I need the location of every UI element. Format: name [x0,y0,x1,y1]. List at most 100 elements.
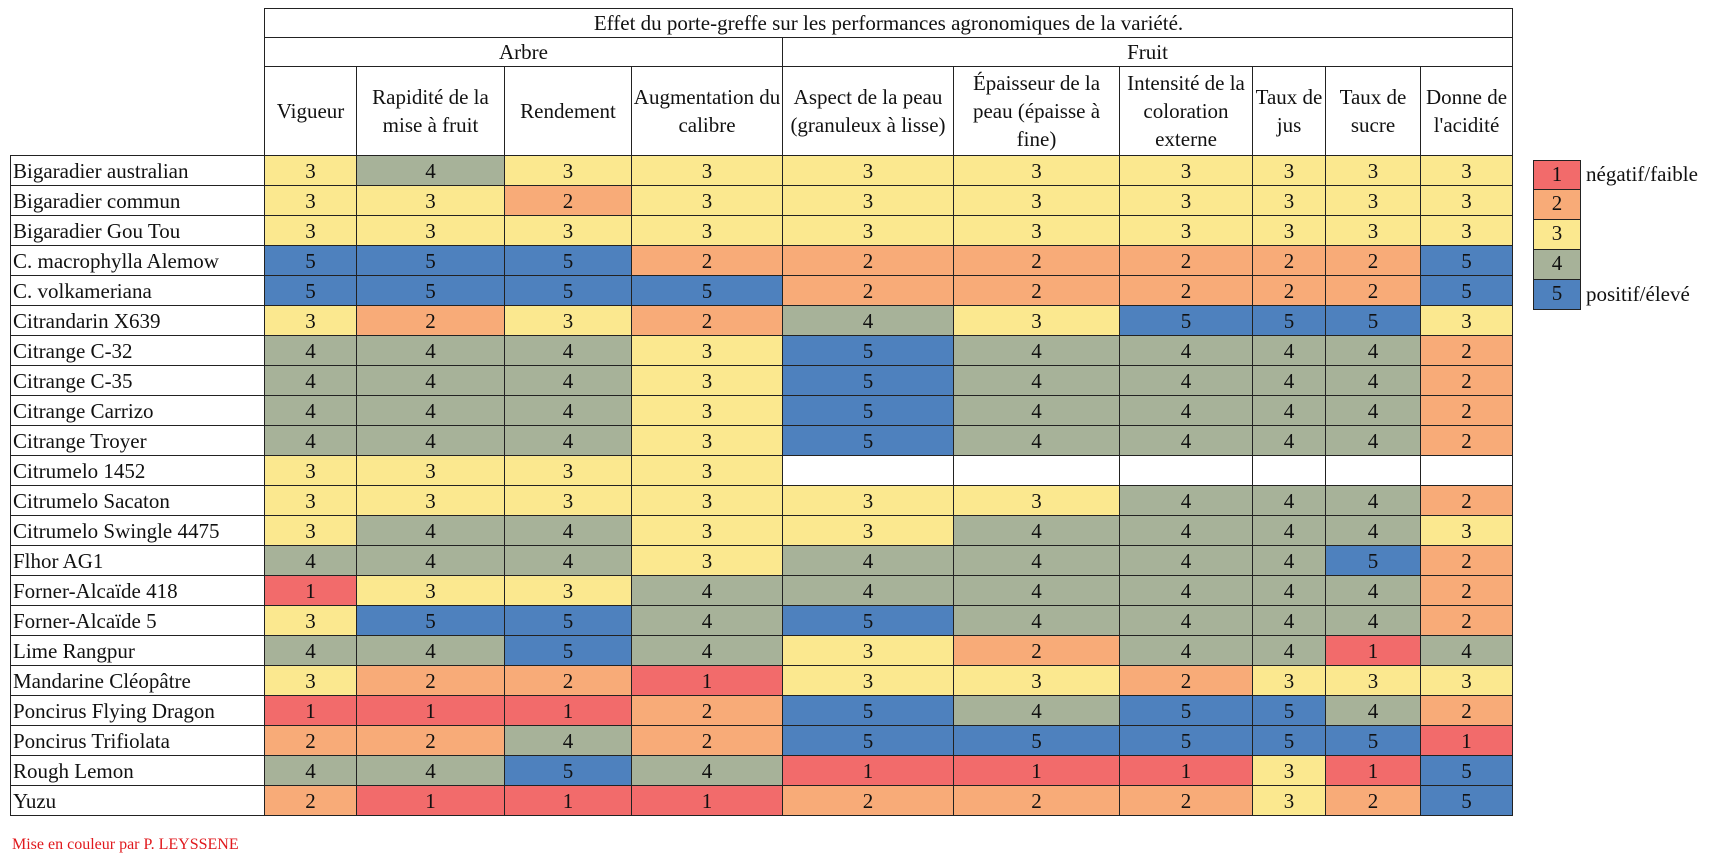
score-cell: 2 [356,305,505,336]
table-body: Bigaradier australian 3 4 3 3 3 3 3 3 3 3 Bigaradie… [10,155,1513,816]
score-cell: 3 [1252,155,1326,186]
score-cell: 4 [1119,515,1253,546]
score-cell: 2 [1420,485,1513,516]
score-cell: 5 [1420,755,1513,786]
score-cell: 2 [953,275,1120,306]
score-cell: 4 [953,425,1120,456]
score-cell: 3 [1252,185,1326,216]
score-cell: 4 [1119,605,1253,636]
score-cell: 3 [631,455,783,486]
score-cell: 3 [264,215,357,246]
score-cell: 4 [356,515,505,546]
score-cell: 3 [504,155,632,186]
score-cell: 3 [953,215,1120,246]
score-cell: 5 [264,275,357,306]
score-cell: 5 [504,275,632,306]
score-cell: 3 [782,485,954,516]
score-cell: 2 [1119,245,1253,276]
score-cell: 5 [782,695,954,726]
score-cell: 4 [1252,365,1326,396]
rootstock-name: Rough Lemon [10,755,265,786]
score-cell: 4 [264,635,357,666]
score-cell: 3 [264,455,357,486]
score-cell: 3 [264,665,357,696]
table-row: Lime Rangpur 4 4 5 4 3 2 4 4 1 4 [10,635,1513,666]
score-cell: 3 [631,545,783,576]
score-cell: 2 [782,275,954,306]
rootstock-name: Flhor AG1 [10,545,265,576]
score-cell: 2 [953,785,1120,816]
score-cell: 5 [1325,545,1421,576]
score-cell: 3 [1252,215,1326,246]
rootstock-name: C. macrophylla Alemow [10,245,265,276]
score-cell: 3 [631,155,783,186]
score-cell: 2 [782,245,954,276]
score-cell: 3 [1252,665,1326,696]
score-cell: 3 [1119,185,1253,216]
table-title: Effet du porte-greffe sur les performanc… [264,8,1513,38]
table-row: Bigaradier australian 3 4 3 3 3 3 3 3 3 3 [10,155,1513,186]
score-cell: 5 [782,725,954,756]
score-cell: 1 [264,575,357,606]
rootstock-table-container: Effet du porte-greffe sur les performanc… [10,8,1513,816]
score-cell: 5 [1420,245,1513,276]
score-cell: 4 [631,605,783,636]
table-row: Poncirus Trifiolata 2 2 4 2 5 5 5 5 5 1 [10,725,1513,756]
score-cell: 1 [1420,725,1513,756]
score-cell: 5 [1420,785,1513,816]
score-cell: 3 [1420,515,1513,546]
rootstock-name: Mandarine Cléopâtre [10,665,265,696]
score-cell: 4 [1119,365,1253,396]
score-cell: 5 [953,725,1120,756]
score-cell: 4 [1252,635,1326,666]
score-cell: 5 [1119,695,1253,726]
table-row: Citrange C-35 4 4 4 3 5 4 4 4 4 2 [10,365,1513,396]
score-cell: 4 [631,575,783,606]
score-cell: 3 [264,185,357,216]
score-cell: 5 [356,245,505,276]
rootstock-name: Poncirus Flying Dragon [10,695,265,726]
score-cell: 2 [1325,245,1421,276]
score-cell: 2 [504,185,632,216]
score-cell: 4 [1252,395,1326,426]
score-cell [1325,455,1421,486]
score-cell: 4 [504,725,632,756]
score-cell: 2 [1420,365,1513,396]
rootstock-name: Citrumelo Swingle 4475 [10,515,265,546]
legend-swatch: 1 [1533,160,1581,190]
score-cell: 4 [504,425,632,456]
score-cell: 4 [264,545,357,576]
score-cell: 3 [631,425,783,456]
score-cell: 2 [631,695,783,726]
table-row: Citrumelo Swingle 4475 3 4 4 3 3 4 4 4 4 3 [10,515,1513,546]
score-cell: 3 [631,335,783,366]
rootstock-name: Bigaradier australian [10,155,265,186]
score-cell: 2 [264,785,357,816]
credit-note: Mise en couleur par P. LEYSSENE [12,836,239,853]
score-cell: 2 [1325,275,1421,306]
score-cell: 4 [356,155,505,186]
score-cell: 2 [1325,785,1421,816]
score-cell: 4 [504,335,632,366]
score-cell: 4 [1119,575,1253,606]
table-row: C. volkameriana 5 5 5 5 2 2 2 2 2 5 [10,275,1513,306]
score-cell: 3 [504,485,632,516]
score-cell: 5 [1325,305,1421,336]
score-cell [1119,455,1253,486]
score-cell: 4 [782,305,954,336]
score-cell: 4 [504,515,632,546]
table-row: Poncirus Flying Dragon 1 1 1 2 5 4 5 5 4 2 [10,695,1513,726]
score-cell: 3 [631,215,783,246]
score-cell: 4 [953,395,1120,426]
column-header: Intensité de la coloration externe [1119,66,1253,156]
score-cell: 2 [1119,275,1253,306]
score-cell: 4 [1325,335,1421,366]
score-cell: 2 [631,725,783,756]
rootstock-name: Bigaradier commun [10,185,265,216]
score-cell: 4 [504,545,632,576]
rootstock-name: Citrange C-32 [10,335,265,366]
rootstock-name: Forner-Alcaïde 5 [10,605,265,636]
score-cell: 4 [953,605,1120,636]
score-cell: 4 [953,365,1120,396]
